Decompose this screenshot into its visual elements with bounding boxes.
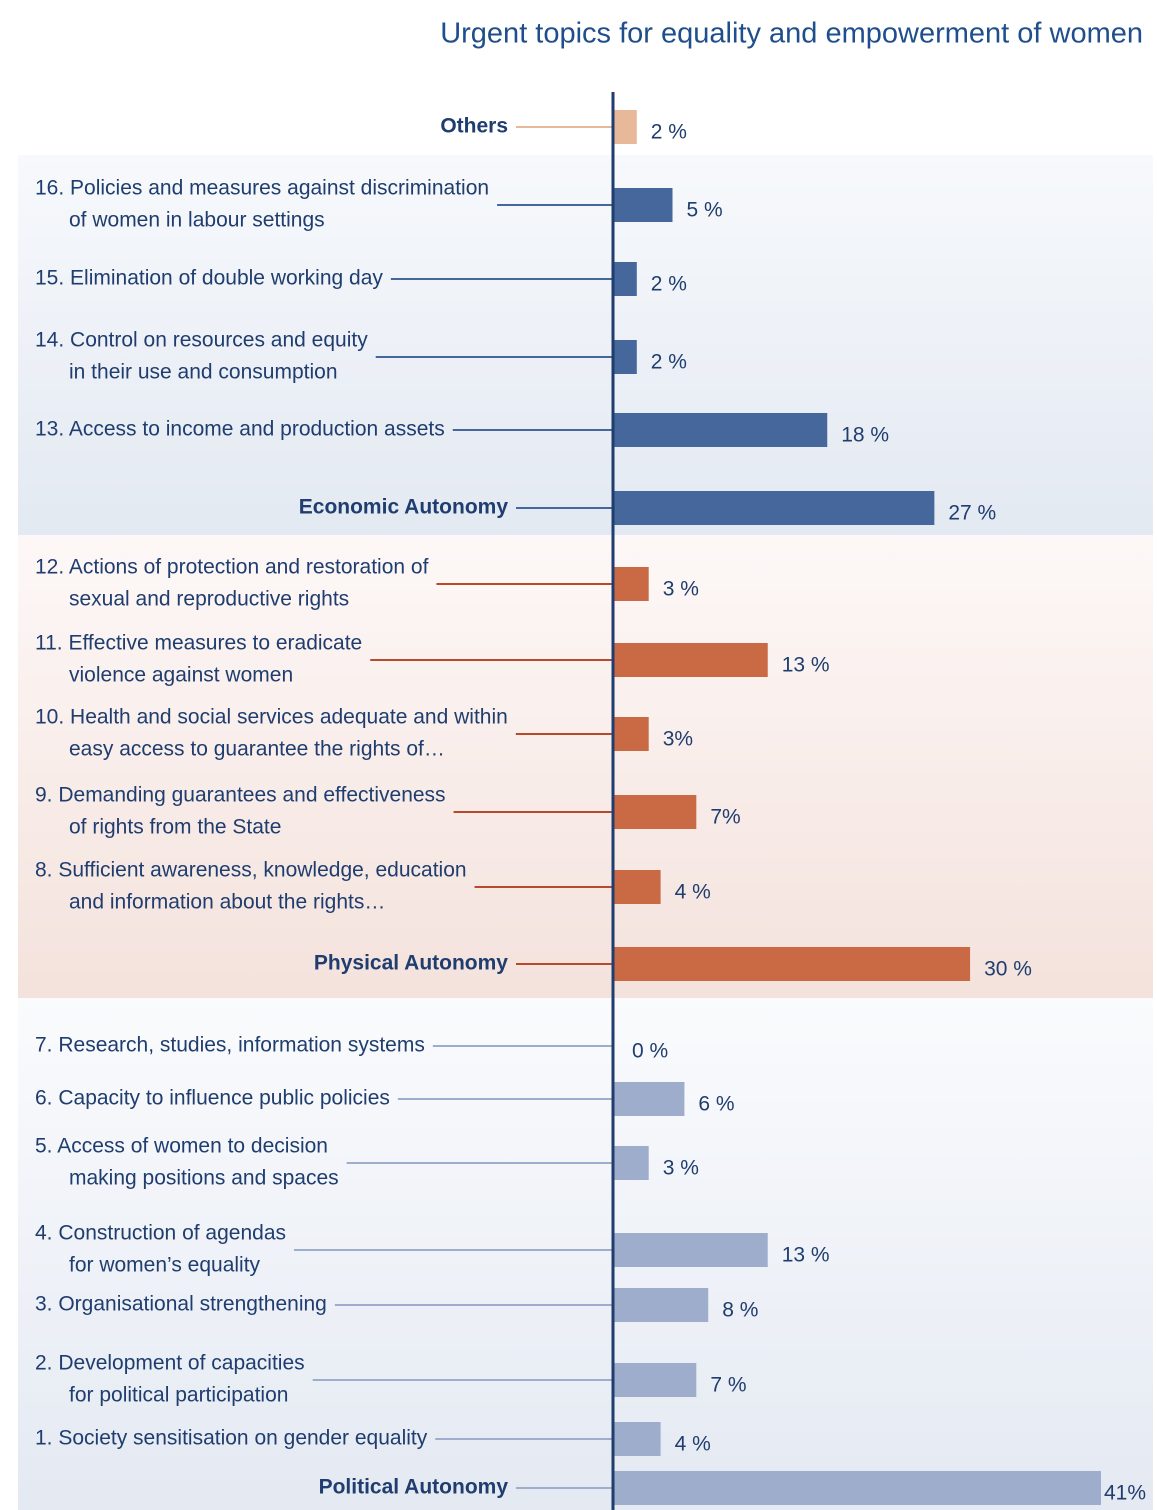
value-label: 18 % xyxy=(841,424,889,447)
value-label: 7% xyxy=(710,806,740,829)
category-label: in their use and consumption xyxy=(69,361,338,384)
category-label: for political participation xyxy=(69,1384,288,1407)
bar xyxy=(613,413,828,447)
category-label: making positions and spaces xyxy=(69,1167,339,1190)
category-label: 11. Effective measures to eradicate xyxy=(35,632,362,655)
category-label: 3. Organisational strengthening xyxy=(35,1293,327,1316)
value-label: 7 % xyxy=(710,1374,746,1397)
bar xyxy=(613,1288,709,1322)
category-label: Physical Autonomy xyxy=(314,952,508,975)
chart-title: Urgent topics for equality and empowerme… xyxy=(440,18,1143,50)
category-label: easy access to guarantee the rights of… xyxy=(69,738,445,761)
category-label: 6. Capacity to influence public policies xyxy=(35,1087,390,1110)
political-band xyxy=(18,998,1153,1510)
bar xyxy=(613,340,637,374)
bar xyxy=(613,491,935,525)
bars xyxy=(294,110,1101,1505)
bar xyxy=(613,947,971,981)
category-label: 5. Access of women to decision xyxy=(35,1135,328,1158)
value-label: 13 % xyxy=(782,1244,830,1267)
value-label: 2 % xyxy=(651,351,687,374)
value-label: 2 % xyxy=(651,121,687,144)
bar xyxy=(613,567,649,601)
category-label: and information about the rights… xyxy=(69,891,385,914)
category-label: violence against women xyxy=(69,664,293,687)
value-label: 4 % xyxy=(675,881,711,904)
physical-band xyxy=(18,535,1153,998)
category-label: sexual and reproductive rights xyxy=(69,588,349,611)
value-label: 0 % xyxy=(632,1040,668,1063)
bar xyxy=(613,262,637,296)
bar xyxy=(613,795,697,829)
category-label: 12. Actions of protection and restoratio… xyxy=(35,556,429,579)
bar xyxy=(613,110,637,144)
category-label: 13. Access to income and production asse… xyxy=(35,418,445,441)
category-label: 7. Research, studies, information system… xyxy=(35,1034,425,1057)
bar xyxy=(613,1471,1101,1505)
value-label: 4 % xyxy=(675,1433,711,1456)
category-label: of women in labour settings xyxy=(69,209,325,232)
bar xyxy=(613,1146,649,1180)
category-label: Economic Autonomy xyxy=(299,496,509,519)
bar xyxy=(613,717,649,751)
category-label: 4. Construction of agendas xyxy=(35,1222,286,1245)
category-label: 2. Development of capacities xyxy=(35,1352,305,1375)
category-label: 9. Demanding guarantees and effectivenes… xyxy=(35,784,446,807)
value-label: 2 % xyxy=(651,273,687,296)
economic-band xyxy=(18,155,1153,535)
category-label: Political Autonomy xyxy=(319,1476,509,1499)
value-label: 3 % xyxy=(663,578,699,601)
bar xyxy=(613,1233,768,1267)
category-label: of rights from the State xyxy=(69,816,281,839)
category-label: 1. Society sensitisation on gender equal… xyxy=(35,1427,428,1450)
value-label: 3 % xyxy=(663,1157,699,1180)
value-label: 3% xyxy=(663,728,693,751)
category-label: 10. Health and social services adequate … xyxy=(35,706,508,729)
value-label: 8 % xyxy=(722,1299,758,1322)
value-label: 41% xyxy=(1104,1482,1146,1505)
category-label: for women’s equality xyxy=(69,1254,261,1277)
value-label: 6 % xyxy=(698,1093,734,1116)
bar xyxy=(613,870,661,904)
bar xyxy=(613,1422,661,1456)
bar xyxy=(613,643,768,677)
category-label: 15. Elimination of double working day xyxy=(35,267,383,290)
category-label: 16. Policies and measures against discri… xyxy=(35,177,489,200)
category-label: Others xyxy=(440,115,508,138)
value-label: 5 % xyxy=(687,199,723,222)
value-label: 13 % xyxy=(782,654,830,677)
bar xyxy=(613,1363,697,1397)
bar xyxy=(613,1082,685,1116)
value-label: 30 % xyxy=(984,958,1032,981)
category-label: 14. Control on resources and equity xyxy=(35,329,368,352)
value-label: 27 % xyxy=(948,502,996,525)
category-label: 8. Sufficient awareness, knowledge, educ… xyxy=(35,859,467,882)
bar xyxy=(613,188,673,222)
